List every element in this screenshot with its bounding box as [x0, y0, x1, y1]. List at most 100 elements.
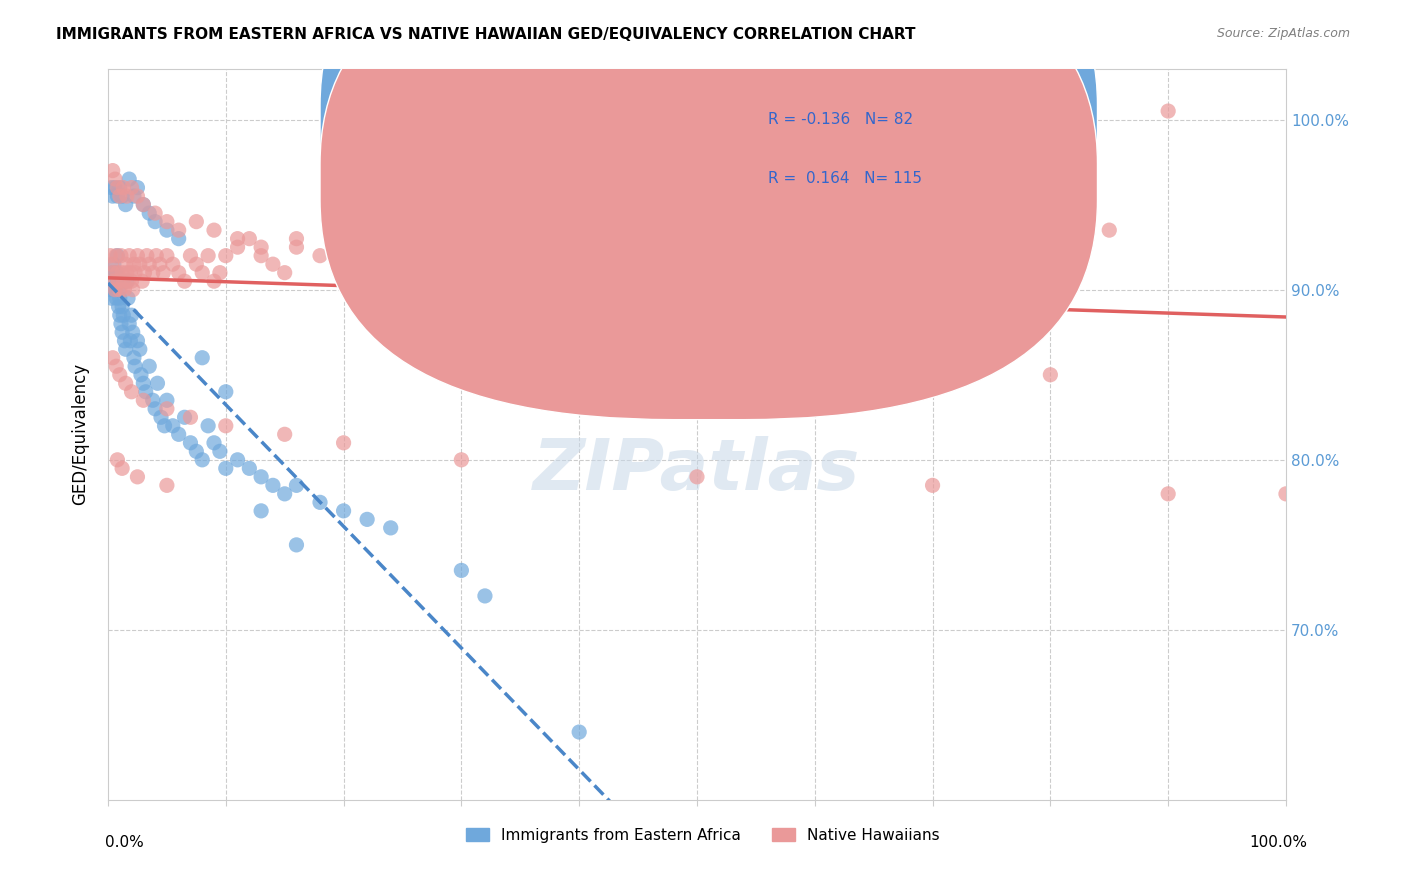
Point: [156, 478, 179, 492]
Point: [132, 197, 155, 211]
Point: [273, 266, 295, 280]
Point: [104, 180, 127, 194]
Point: [122, 351, 145, 365]
Point: [121, 325, 143, 339]
Point: [167, 266, 190, 280]
Point: [197, 418, 219, 433]
Point: [273, 427, 295, 442]
Point: [121, 180, 143, 194]
Legend: Immigrants from Eastern Africa, Native Hawaiians: Immigrants from Eastern Africa, Native H…: [460, 822, 946, 848]
Point: [250, 470, 273, 484]
Point: [173, 410, 195, 425]
Y-axis label: GED/Equivalency: GED/Equivalency: [72, 363, 89, 506]
Point: [107, 274, 129, 288]
Point: [191, 351, 214, 365]
Point: [112, 180, 135, 194]
Text: 0.0%: 0.0%: [105, 836, 145, 850]
Point: [115, 274, 138, 288]
Point: [121, 274, 143, 288]
Point: [107, 180, 129, 194]
Point: [111, 325, 134, 339]
Point: [156, 393, 179, 408]
Point: [105, 359, 128, 374]
Point: [862, 223, 884, 237]
Point: [202, 435, 225, 450]
Point: [122, 257, 145, 271]
Point: [108, 368, 131, 382]
Point: [127, 189, 149, 203]
Point: [332, 504, 354, 518]
Point: [156, 401, 179, 416]
Point: [114, 376, 136, 391]
Point: [129, 368, 152, 382]
Point: [127, 470, 149, 484]
Point: [186, 214, 208, 228]
Point: [142, 266, 165, 280]
Point: [105, 291, 128, 305]
Point: [112, 308, 135, 322]
Point: [103, 274, 125, 288]
Point: [285, 478, 308, 492]
Point: [686, 470, 709, 484]
Point: [426, 240, 449, 254]
Point: [167, 427, 190, 442]
Point: [100, 291, 122, 305]
Point: [262, 257, 284, 271]
Point: [215, 384, 238, 399]
Point: [107, 300, 129, 314]
Text: ZIPatlas: ZIPatlas: [533, 436, 860, 506]
Point: [138, 359, 160, 374]
Point: [127, 180, 149, 194]
Point: [114, 257, 136, 271]
Point: [167, 232, 190, 246]
Point: [250, 240, 273, 254]
Point: [111, 461, 134, 475]
Point: [121, 283, 143, 297]
Point: [156, 214, 179, 228]
Point: [135, 249, 157, 263]
Point: [112, 274, 135, 288]
Point: [921, 478, 943, 492]
Point: [101, 163, 124, 178]
Point: [1157, 103, 1180, 118]
Point: [108, 180, 131, 194]
Point: [152, 266, 174, 280]
Point: [226, 232, 249, 246]
Point: [115, 266, 138, 280]
Point: [179, 435, 201, 450]
Point: [186, 257, 208, 271]
Point: [568, 317, 591, 331]
Point: [105, 249, 128, 263]
Point: [108, 308, 131, 322]
Point: [356, 512, 378, 526]
Point: [156, 249, 179, 263]
Point: [1275, 487, 1298, 501]
Point: [108, 291, 131, 305]
Point: [474, 240, 496, 254]
Point: [104, 283, 127, 297]
Point: [226, 240, 249, 254]
Point: [1039, 214, 1062, 228]
Point: [153, 418, 176, 433]
Point: [202, 274, 225, 288]
Point: [980, 223, 1002, 237]
Point: [118, 249, 141, 263]
Point: [107, 274, 129, 288]
Point: [145, 249, 167, 263]
Point: [120, 334, 142, 348]
Point: [179, 410, 201, 425]
Point: [115, 189, 138, 203]
Text: 100.0%: 100.0%: [1250, 836, 1308, 850]
Point: [132, 376, 155, 391]
Point: [568, 725, 591, 739]
Point: [520, 232, 543, 246]
Point: [107, 452, 129, 467]
Point: [197, 249, 219, 263]
Point: [107, 189, 129, 203]
Point: [131, 274, 153, 288]
Point: [544, 240, 567, 254]
Point: [179, 249, 201, 263]
Point: [124, 266, 146, 280]
Point: [138, 257, 160, 271]
Point: [121, 308, 143, 322]
